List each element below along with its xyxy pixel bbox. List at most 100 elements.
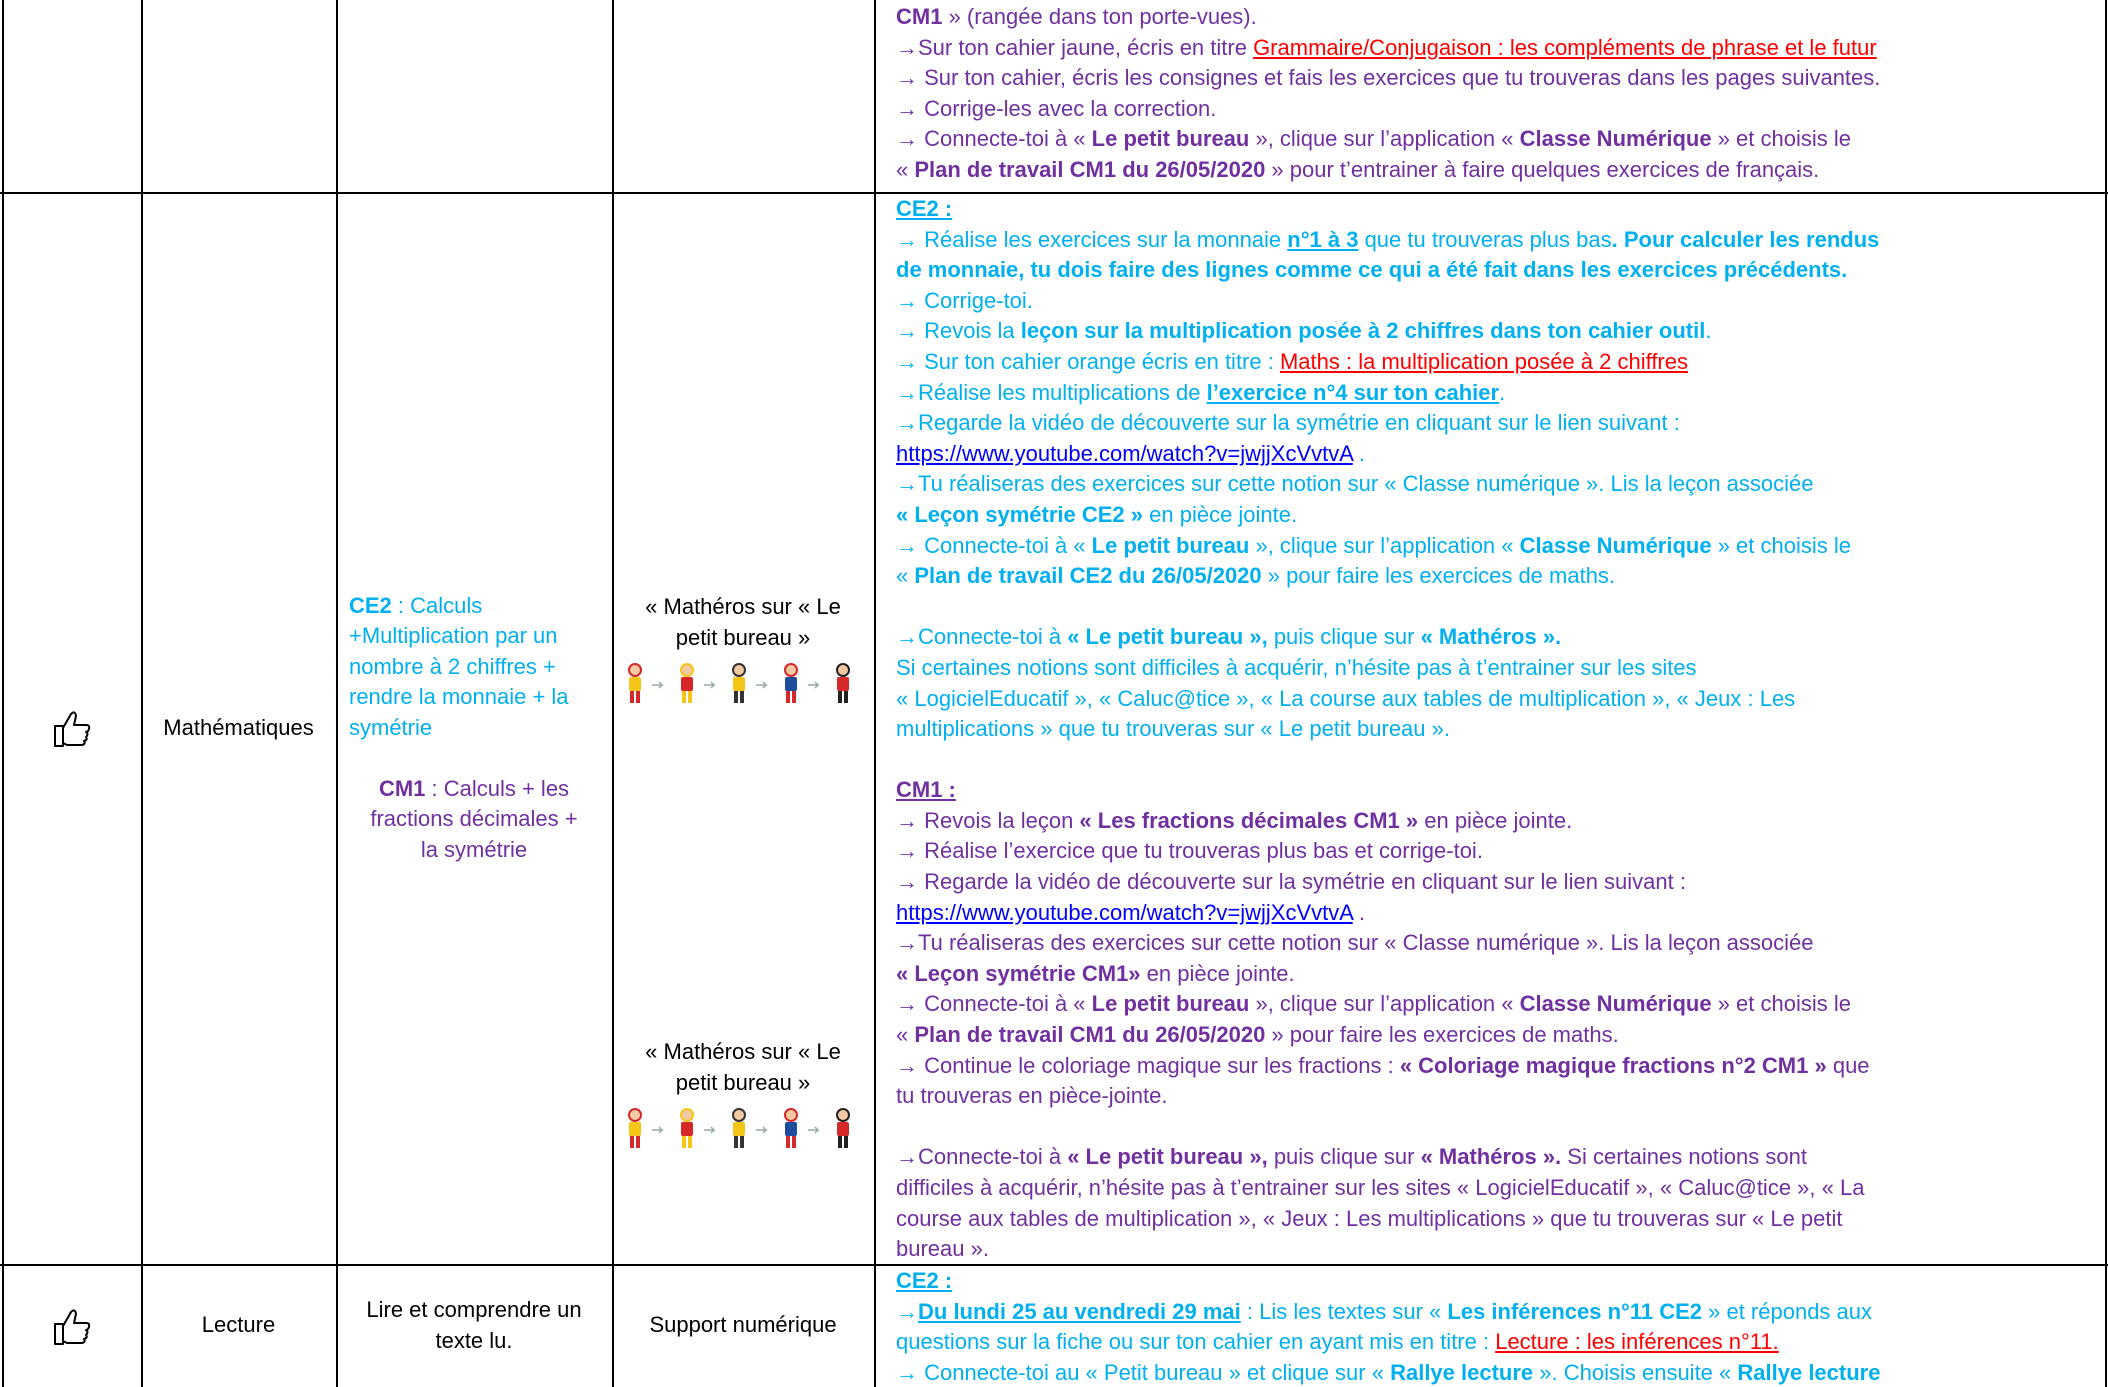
text-run: Support numérique: [649, 1312, 837, 1338]
text-line: →Regarde la vidéo de découverte sur la s…: [896, 408, 2098, 439]
text-line: de monnaie, tu dois faire des lignes com…: [896, 255, 2098, 286]
text-run: en pièce jointe.: [1143, 501, 1298, 527]
heroes-icons: [628, 1108, 850, 1149]
text-block: CE2 : → Réalise les exercices sur la monn…: [896, 194, 2098, 775]
text-run: Les inférences n°11 CE2: [1447, 1298, 1702, 1324]
text-run: .: [1499, 379, 1506, 405]
text-line: CM1 :: [896, 775, 2098, 806]
text-run: «: [896, 563, 915, 589]
text-line: CE2 :: [896, 194, 2098, 225]
text-run: CM1 :: [896, 777, 956, 803]
text-line: fractions décimales +: [349, 804, 599, 835]
thumbs-up-icon: [53, 711, 90, 747]
border: [336, 0, 338, 1387]
border: [0, 192, 2108, 194]
text-line: « Leçon symétrie CM1» en pièce jointe.: [896, 959, 2098, 990]
text-line: symétrie: [349, 713, 612, 744]
text-run: Le petit bureau: [1091, 991, 1250, 1017]
text-run: Maths : la multiplication posée à 2 chif…: [1279, 348, 1688, 374]
support-group: « Mathéros sur « Le petit bureau »: [612, 1037, 874, 1152]
text-run: : Lis les textes sur «: [1240, 1298, 1448, 1324]
text-line: → Corrige-toi.: [896, 286, 2098, 317]
text-run: Grammaire/Conjugaison : les compléments …: [1253, 34, 1877, 60]
hero-strip: [612, 661, 874, 707]
text-run: → Connecte-toi à «: [896, 991, 1092, 1017]
text-run: . Pour calculer les rendus: [1611, 226, 1880, 252]
text-run: +Multiplication par un: [349, 623, 558, 649]
text-run: Lire et comprendre un: [366, 1296, 582, 1322]
text-run: texte lu.: [435, 1327, 513, 1353]
text-run: CE2 :: [896, 1268, 953, 1293]
text-line: « Plan de travail CM1 du 26/05/2020 » po…: [896, 1020, 2098, 1051]
instructions-cell: CM1 » (rangée dans ton porte-vues). →Sur …: [874, 0, 2108, 192]
text-line: →Connecte-toi à « Le petit bureau », pui…: [896, 1142, 2098, 1173]
border: [2105, 0, 2107, 1387]
thumbs-up-icon: [53, 1308, 90, 1345]
text-block: CM1 : → Revois la leçon « Les fractions d…: [896, 775, 2098, 1264]
link[interactable]: https://www.youtube.com/watch?v=jwjjXcVv…: [896, 899, 1353, 925]
text-run: → Connecte-toi à «: [896, 532, 1092, 558]
text-run: « Mathéros ».: [1420, 624, 1562, 650]
status-cell: [0, 1264, 141, 1387]
text-line: petit bureau »: [612, 1068, 874, 1099]
text-run: fractions décimales +: [370, 806, 578, 832]
text-run: → Sur ton cahier, écris les consignes et…: [896, 65, 1881, 91]
text-line: → Sur ton cahier, écris les consignes et…: [896, 63, 2098, 94]
text-block: CM1 : Calculs + les fractions décimales +…: [349, 774, 612, 866]
text-line: CE2 : Calculs: [349, 591, 612, 622]
text-run: » pour t’entrainer à faire quelques exer…: [1265, 156, 1820, 182]
text-run: « Coloriage magique fractions n°2 CM1 »: [1399, 1052, 1827, 1078]
border: [141, 0, 143, 1387]
text-run: Plan de travail CM1 du 26/05/2020: [914, 156, 1266, 182]
subject: Mathématiques: [163, 714, 314, 740]
text-run: questions sur la fiche ou sur ton cahier…: [896, 1329, 1496, 1355]
text-run: →Connecte-toi à: [896, 1144, 1068, 1170]
border: [612, 0, 614, 1387]
text-run: en pièce jointe.: [1140, 960, 1295, 986]
text-run: →Réalise les multiplications de: [896, 379, 1207, 405]
text-run: « Mathéros ».: [1420, 1144, 1562, 1170]
text-run: Rallye lecture: [1390, 1359, 1534, 1385]
text-line: « Plan de travail CM1 du 26/05/2020 » po…: [896, 155, 2098, 186]
text-block: « Mathéros sur « Le petit bureau »: [612, 592, 874, 653]
text-run: » et choisis le: [1711, 532, 1851, 558]
text-line: CM1 : Calculs + les: [349, 774, 599, 805]
text-run: symétrie: [349, 715, 433, 740]
hero-strip: [612, 1106, 874, 1152]
text-line: Si certaines notions sont difficiles à a…: [896, 653, 2098, 684]
text-line: → Regarde la vidéo de découverte sur la …: [896, 867, 2098, 898]
text-line: « Mathéros sur « Le: [612, 1037, 874, 1068]
text-line: →Tu réaliseras des exercices sur cette n…: [896, 928, 2098, 959]
text-run: « Leçon symétrie CE2 »: [896, 501, 1144, 527]
text-run: .: [1705, 318, 1712, 344]
text-run: » et réponds aux: [1702, 1298, 1873, 1324]
text-run: « Mathéros sur « Le: [645, 1039, 841, 1064]
text-line: → Sur ton cahier orange écris en titre :…: [896, 347, 2098, 378]
text-line: [896, 745, 2098, 776]
status-cell: [0, 192, 141, 1264]
instructions-cell: CE2 : →Du lundi 25 au vendredi 29 mai : L…: [874, 1264, 2108, 1387]
text-run: petit bureau »: [675, 624, 811, 650]
border: [874, 0, 876, 1387]
subject-cell: Lecture: [141, 1264, 336, 1387]
link[interactable]: https://www.youtube.com/watch?v=jwjjXcVv…: [896, 440, 1353, 466]
support-group: « Mathéros sur « Le petit bureau »: [612, 592, 874, 707]
support-cell: Support numérique: [612, 1264, 874, 1387]
text-line: tu trouveras en pièce-jointe.: [896, 1081, 2098, 1112]
text-line: → Continue le coloriage magique sur les …: [896, 1051, 2098, 1082]
text-block: Lire et comprendre un texte lu.: [366, 1295, 581, 1356]
text-run: : Calculs: [391, 592, 483, 618]
text-line: texte lu.: [366, 1326, 581, 1357]
heroes-icons: [628, 663, 850, 704]
text-block: CE2 : →Du lundi 25 au vendredi 29 mai : L…: [896, 1266, 2098, 1387]
text-run: → Connecte-toi à «: [896, 126, 1092, 152]
text-line: →Tu réaliseras des exercices sur cette n…: [896, 469, 2098, 500]
text-run: Rallye lecture: [1737, 1359, 1881, 1385]
text-run: « Le petit bureau »,: [1067, 624, 1268, 650]
text-line: → Réalise l’exercice que tu trouveras pl…: [896, 836, 2098, 867]
text-block: CE2 : Calculs +Multiplication par un nombr…: [349, 591, 612, 744]
instructions-cell: CE2 : → Réalise les exercices sur la monn…: [874, 192, 2108, 1264]
text-line: bureau ».: [896, 1234, 2098, 1264]
text-line: →Du lundi 25 au vendredi 29 mai : Lis le…: [896, 1297, 2098, 1328]
text-run: Plan de travail CE2 du 26/05/2020: [914, 563, 1262, 589]
